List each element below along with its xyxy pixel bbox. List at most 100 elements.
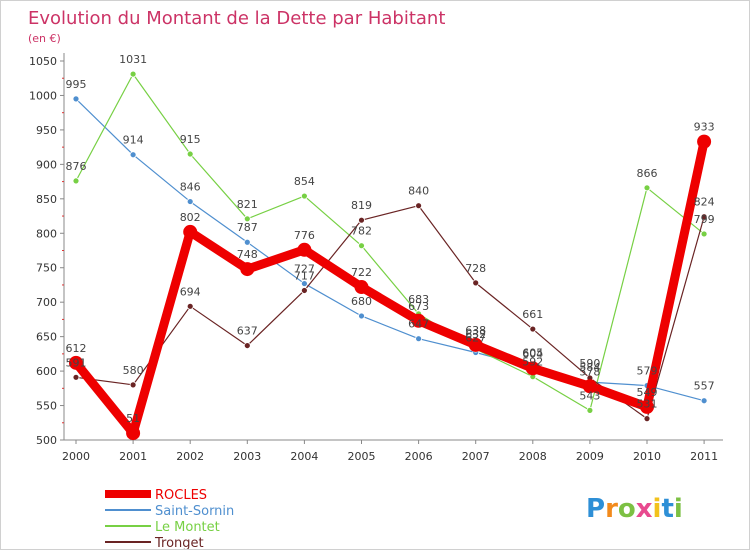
data-label: 584	[579, 361, 600, 374]
data-label: 717	[294, 269, 315, 282]
data-label: 578	[579, 365, 600, 378]
data-point	[129, 70, 137, 78]
data-point	[468, 337, 483, 352]
data-label: 627	[465, 331, 486, 344]
data-label: 933	[694, 121, 715, 134]
brand-letter: r	[605, 494, 618, 524]
data-label: 549	[637, 386, 658, 399]
data-label: 866	[637, 167, 658, 180]
data-point	[300, 287, 308, 294]
data-point	[129, 381, 137, 389]
x-tick-label: 2001	[119, 450, 147, 463]
y-tick-label: 850	[36, 193, 57, 206]
series-line-1	[75, 98, 705, 402]
data-label: 604	[522, 347, 543, 360]
data-point	[297, 242, 312, 257]
data-label: 776	[294, 229, 315, 242]
data-label: 51	[126, 412, 140, 425]
data-point	[300, 280, 308, 287]
data-point	[529, 325, 537, 333]
legend-label: ROCLES	[155, 488, 207, 503]
data-point	[640, 399, 654, 414]
data-label: 876	[66, 160, 87, 173]
data-point	[525, 361, 540, 376]
y-tick-label: 900	[36, 158, 57, 171]
y-tick-label: 500	[36, 434, 57, 447]
data-point	[700, 213, 708, 221]
data-label: 722	[351, 266, 372, 279]
legend-label: Tronget	[154, 536, 204, 549]
data-point	[243, 342, 251, 349]
data-label: 647	[408, 318, 429, 331]
data-label: 590	[579, 357, 600, 370]
data-point	[72, 95, 80, 103]
data-label: 915	[180, 133, 201, 146]
legend-label: Saint-Sornin	[155, 504, 234, 519]
y-tick-label: 550	[36, 400, 57, 413]
y-tick-label: 800	[36, 227, 57, 240]
x-tick-label: 2006	[405, 450, 433, 463]
data-label: 1031	[119, 53, 147, 66]
data-label: 854	[294, 175, 315, 188]
brand-letter: t	[661, 494, 673, 524]
data-label: 821	[237, 198, 258, 211]
x-tick-label: 2007	[462, 450, 490, 463]
data-label: 727	[294, 263, 315, 276]
series-line-0	[71, 137, 709, 438]
data-point	[700, 230, 708, 238]
data-point	[358, 216, 365, 224]
data-label: 637	[237, 325, 258, 338]
x-tick-label: 2002	[176, 450, 204, 463]
data-point	[183, 224, 198, 239]
data-label: 680	[351, 295, 372, 308]
x-tick-label: 2005	[348, 450, 376, 463]
data-label: 580	[123, 364, 144, 377]
axes: 500 550 600 650 700 750 800 850 900 950 1000 1050 20…	[29, 53, 723, 463]
data-point	[354, 280, 369, 295]
brand-letter: i	[674, 494, 683, 524]
data-point	[643, 415, 651, 423]
data-label: 632	[465, 328, 486, 341]
y-tick-label: 600	[36, 365, 57, 378]
data-label: 592	[522, 356, 543, 369]
series-line-3	[75, 205, 705, 420]
y-tick-label: 950	[36, 124, 57, 137]
legend-label: Le Montet	[155, 520, 220, 535]
data-label: 748	[237, 248, 258, 261]
x-tick-label: 2003	[233, 450, 261, 463]
data-point	[186, 150, 194, 158]
data-point	[358, 312, 365, 320]
x-tick-label: 2000	[62, 450, 90, 463]
data-label: 661	[522, 308, 543, 321]
x-tick-label: 2008	[519, 450, 547, 463]
data-label: 787	[237, 221, 258, 234]
data-point	[300, 192, 308, 200]
y-tick-label: 700	[36, 296, 57, 309]
data-label: 799	[694, 213, 715, 226]
data-point	[243, 238, 251, 246]
data-point	[186, 198, 194, 205]
chart-subtitle: (en €)	[28, 32, 61, 45]
data-label: 819	[351, 199, 372, 212]
data-label: 557	[694, 380, 715, 393]
data-label: 914	[123, 134, 144, 147]
x-tick-label: 2010	[633, 450, 661, 463]
data-label: 543	[579, 389, 600, 402]
data-point	[415, 202, 423, 210]
data-label: 824	[694, 196, 715, 209]
y-tick-label: 750	[36, 262, 57, 275]
data-label: 673	[408, 300, 429, 313]
data-point	[69, 355, 83, 370]
brand-letter: x	[636, 494, 653, 524]
value-labels: 612 51 802 748 776 722 673 638 604 578 549 933 995 91…	[66, 53, 715, 425]
data-point	[240, 262, 255, 277]
data-label: 579	[637, 365, 658, 378]
x-tick-label: 2004	[290, 450, 318, 463]
brand-letter: o	[618, 494, 636, 524]
data-point	[243, 215, 251, 223]
data-point	[700, 397, 708, 405]
data-point	[129, 151, 137, 159]
data-label: 612	[66, 342, 87, 355]
data-label: 728	[465, 262, 486, 275]
